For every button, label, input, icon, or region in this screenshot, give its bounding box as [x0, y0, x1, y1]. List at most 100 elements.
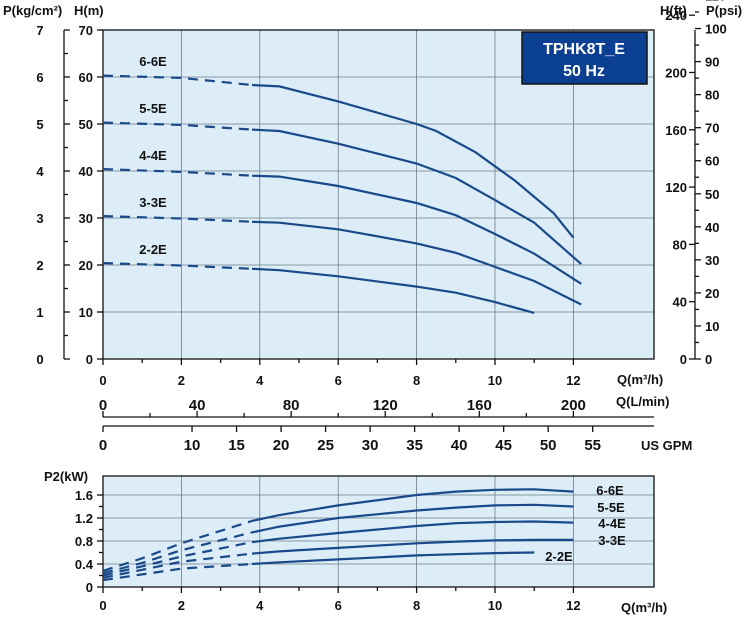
power-curve-label-3-3e: 3-3E — [598, 533, 626, 548]
p-kg-tick-label: 7 — [36, 23, 43, 38]
power-plot-frame — [102, 475, 655, 588]
head-curve-label-2-2e: 2-2E — [139, 242, 167, 257]
head-curve-label-5-5e: 5-5E — [139, 101, 167, 116]
us-gpm-axis-label: US GPM — [641, 438, 692, 453]
p-kg-tick-label: 5 — [36, 117, 43, 132]
h-m-tick-label: 40 — [79, 164, 93, 179]
q-lmin-tick-label: 120 — [373, 397, 398, 414]
power-curve-5-5e — [251, 503, 574, 534]
us-gpm-tick-label: 25 — [317, 437, 334, 454]
us-gpm-tick-label: 30 — [362, 437, 379, 454]
q-lmin-tick-label: 0 — [99, 397, 107, 414]
p-psi-tick-label: 10 — [705, 319, 719, 334]
h-ft-tick-label: 160 — [665, 123, 687, 138]
head-curve-dashed-5-5e — [102, 121, 253, 131]
power-curve-dashed-3-3e — [102, 552, 253, 579]
p-psi-tick-label: 110 — [705, 0, 726, 3]
h-m-tick-label: 70 — [79, 23, 93, 38]
p-psi-tick-label: 80 — [705, 88, 719, 103]
head-grid — [103, 30, 654, 359]
h-m-tick-label: 10 — [79, 305, 93, 320]
p-kg-axis-label: P(kg/cm²) — [3, 3, 62, 18]
power-curve-dashed-5-5e — [102, 531, 253, 575]
power-curves: 6-6E 5-5E4-4E 3-3E 2-2E — [102, 483, 626, 582]
h-ft-tick-label: 40 — [673, 295, 687, 310]
title-box-background — [521, 31, 648, 85]
q-lmin-tick-label: 200 — [561, 397, 586, 414]
h-m-tick-label: 30 — [79, 211, 93, 226]
us-gpm-tick-label: 55 — [584, 437, 601, 454]
h-ft-axis-label: H(ft) — [660, 3, 687, 18]
p-psi-tick-label: 20 — [705, 286, 719, 301]
p-psi-tick-label: 50 — [705, 187, 719, 202]
head-curve-2-2e — [251, 267, 535, 314]
power-plot-area — [103, 476, 654, 587]
us-gpm-tick-label: 50 — [540, 437, 557, 454]
head-curve-dashed-2-2e — [102, 262, 253, 270]
power-curve-dashed-4-4e — [102, 541, 253, 577]
p2-tick-label: 1.2 — [75, 511, 93, 526]
lower-q-tick-label: 2 — [178, 598, 185, 613]
p2-ticks: 1.6 1.2 0.8 0.4 0 — [75, 488, 103, 595]
us-gpm-tick-label: 0 — [99, 437, 107, 454]
head-curves: 6-6E 5-5E 4-4E 3-3E 2-2E — [102, 54, 582, 314]
power-curve-4-4e — [251, 520, 574, 544]
p-psi-tick-label: 0 — [705, 352, 712, 367]
frequency-label: 50 Hz — [563, 63, 605, 80]
lower-q-tick-label: 12 — [566, 598, 580, 613]
head-curve-dashed-3-3e — [102, 215, 253, 223]
us-gpm-tick-label: 20 — [273, 437, 290, 454]
h-ft-tick-label: 200 — [665, 65, 687, 80]
p-psi-tick-label: 30 — [705, 253, 719, 268]
p-psi-tick-label: 100 — [705, 22, 727, 37]
q-m3h-tick-label: 8 — [413, 373, 420, 388]
power-curve-dashed-2-2e — [102, 562, 253, 582]
h-m-tick-label: 0 — [86, 352, 93, 367]
p-kg-tick-label: 6 — [36, 70, 43, 85]
lower-q-tick-label: 0 — [99, 598, 106, 613]
power-curve-6-6e — [251, 488, 574, 522]
p2-tick-label: 0.8 — [75, 534, 93, 549]
h-ft-tick-label: 80 — [673, 237, 687, 252]
p-psi-ticks: 1201101009080706050403020100 — [695, 0, 727, 367]
p2-tick-label: 0 — [86, 580, 93, 595]
power-curve-label-4-4e: 4-4E — [598, 516, 626, 531]
h-ft-tick-label: 0 — [680, 352, 687, 367]
q-m3h-tick-label: 10 — [488, 373, 502, 388]
power-curve-label-5-5e: 5-5E — [597, 500, 625, 515]
p2-tick-label: 0.4 — [75, 557, 94, 572]
h-m-ticks: 70 60 50 40 30 20 10 0 — [79, 23, 103, 367]
p-psi-tick-label: 60 — [705, 154, 719, 169]
us-gpm-tick-label: 40 — [451, 437, 468, 454]
q-m3h-tick-label: 6 — [335, 373, 342, 388]
model-name: TPHK8T_E — [543, 41, 625, 58]
lower-q-tick-label: 8 — [413, 598, 420, 613]
head-curve-3-3e — [251, 220, 582, 306]
p2-tick-label: 1.6 — [75, 488, 93, 503]
p-kg-ticks: 7 6 5 4 3 2 1 0 — [36, 23, 70, 367]
h-ft-tick-label: 120 — [665, 180, 687, 195]
us-gpm-ticks: 0 10 15 20 25 30 35 40 45 50 55 — [99, 426, 601, 454]
lower-q-ticks: 0 2 4 6 8 10 12 — [99, 587, 581, 613]
q-lmin-tick-label: 40 — [189, 397, 206, 414]
q-m3h-tick-label: 0 — [99, 373, 106, 388]
p-kg-tick-label: 3 — [36, 211, 43, 226]
head-curve-6-6e — [251, 83, 575, 239]
q-lmin-axis-label: Q(L/min) — [616, 394, 669, 409]
lower-q-axis-label: Q(m³/h) — [621, 600, 667, 615]
head-curve-label-3-3e: 3-3E — [139, 195, 167, 210]
q-m3h-tick-label: 2 — [178, 373, 185, 388]
h-ft-tick-label: 240 — [665, 8, 687, 23]
lower-q-tick-label: 4 — [256, 598, 264, 613]
head-curve-dashed-4-4e — [102, 168, 253, 177]
power-curve-3-3e — [251, 538, 574, 555]
h-m-tick-label: 20 — [79, 258, 93, 273]
power-curve-label-2-2e: 2-2E — [545, 549, 573, 564]
q-lmin-ticks: 0 40 80 120 160 200 — [99, 397, 586, 417]
h-m-axis-label: H(m) — [74, 3, 104, 18]
head-curve-label-6-6e: 6-6E — [139, 54, 167, 69]
q-lmin-tick-label: 160 — [467, 397, 492, 414]
head-curve-dashed-6-6e — [102, 74, 253, 87]
q-lmin-tick-label: 80 — [283, 397, 300, 414]
head-plot-frame — [102, 29, 655, 360]
